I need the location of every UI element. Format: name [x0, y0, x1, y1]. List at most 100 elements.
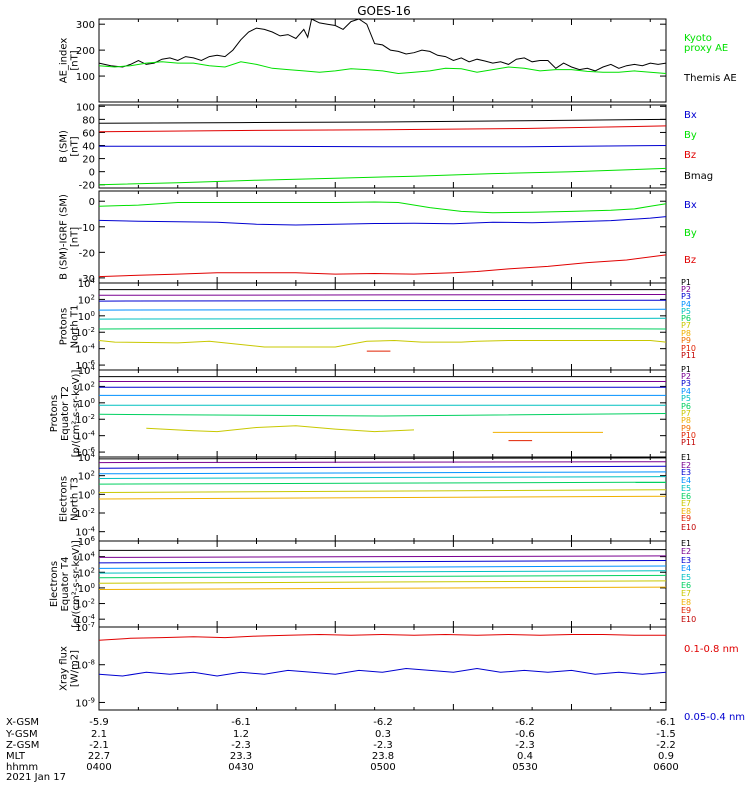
- series-line-p6: [98, 413, 667, 417]
- y-axis-label: North T3: [70, 477, 81, 521]
- series-line-e8: [98, 586, 667, 590]
- orbit-value: -5.9: [89, 717, 109, 728]
- y-tick-label: 100: [76, 72, 95, 83]
- series-line-e2: [98, 461, 667, 464]
- legend-entry: Themis AE: [683, 73, 737, 84]
- orbit-value: 23.8: [372, 751, 394, 762]
- y-axis-label: [nT]: [70, 50, 81, 70]
- legend-entry: E3: [681, 468, 691, 477]
- series-line-by: [98, 201, 667, 214]
- y-tick-label: -20: [79, 181, 95, 192]
- legend-entry: P2: [681, 285, 691, 294]
- y-axis-label: Equator T2: [60, 386, 71, 441]
- panel-frame: [98, 190, 667, 284]
- series-line-e7: [98, 580, 667, 584]
- panel-b_sm: -20 0 20 40 60 80 100 B (SM) [nT] Bx By Bz Bmag: [59, 102, 714, 191]
- legend-entry: Bx: [684, 110, 697, 121]
- legend-entry: E5: [681, 573, 691, 582]
- legend-entry: E6: [681, 581, 691, 590]
- y-axis-label: Electrons: [49, 561, 60, 607]
- legend-entry: P11: [681, 438, 696, 447]
- legend-entry: P4: [681, 300, 691, 309]
- y-tick-label: 40: [82, 142, 95, 153]
- series-line-e4: [98, 565, 667, 569]
- legend-entry: E9: [681, 514, 691, 523]
- legend-entry: Kyoto: [684, 33, 712, 44]
- orbit-value: 1.2: [233, 729, 249, 740]
- legend-entry: Bmag: [684, 171, 713, 182]
- orbit-value: 0530: [512, 762, 537, 773]
- y-tick-label: 100: [76, 102, 95, 113]
- orbit-row-label: 2021 Jan 17: [6, 772, 66, 783]
- y-axis-label: North T1: [70, 305, 81, 349]
- orbit-value: -6.1: [231, 717, 251, 728]
- legend-entry: P6: [681, 314, 691, 323]
- series-line-p6: [98, 327, 667, 330]
- y-axis-label: [W/m2]: [70, 650, 81, 687]
- legend-entry: E2: [681, 547, 691, 556]
- legend-entry: E1: [681, 539, 691, 548]
- legend-entry: E6: [681, 492, 691, 501]
- chart-title: GOES-16: [357, 4, 411, 18]
- legend-entry: E1: [681, 453, 691, 462]
- legend-entry: Bx: [684, 200, 697, 211]
- orbit-value: 0.3: [375, 729, 391, 740]
- orbit-row-label: MLT: [6, 751, 26, 762]
- legend-entry: 0.1-0.8 nm: [684, 644, 739, 655]
- series-line-e6: [98, 481, 667, 485]
- panel-b_igrf: -30 -20 -10 0 B (SM)-IGRF (SM) [nT] Bx By Bz: [59, 190, 697, 285]
- series-line-e3: [98, 560, 667, 564]
- series-line-e5: [98, 570, 667, 574]
- series-line-p3: [98, 299, 667, 302]
- y-axis-label: [e/(cm²-s-sr-keV)]: [71, 540, 82, 628]
- legend-entry: P3: [681, 292, 691, 301]
- legend-entry: E7: [681, 499, 691, 508]
- series-line-bz: [98, 254, 667, 278]
- y-tick-label: 0: [89, 197, 95, 208]
- legend-entry: P8: [681, 416, 691, 425]
- y-axis-label: Equator T4: [60, 557, 71, 612]
- legend-entry: P1: [681, 365, 691, 374]
- series-line-p7: [146, 425, 415, 433]
- legend-entry: P10: [681, 344, 696, 353]
- series-line-e3: [98, 465, 667, 469]
- orbit-row-label: X-GSM: [6, 717, 39, 728]
- y-tick-label: 80: [82, 115, 95, 126]
- series-line-0-05-0-4-nm: [98, 667, 667, 677]
- series-line-e2: [98, 555, 667, 558]
- y-axis-label: B (SM)-IGRF (SM): [59, 194, 70, 280]
- series-line-0-1-0-8-nm: [98, 633, 666, 641]
- legend-entry: P5: [681, 307, 691, 316]
- series-line-bmag: [98, 118, 667, 124]
- legend-entry: E4: [681, 476, 691, 485]
- orbit-value: -6.1: [656, 717, 676, 728]
- orbit-value: -2.1: [89, 740, 109, 751]
- orbit-value: 22.7: [88, 751, 110, 762]
- y-tick-label: -10: [79, 223, 95, 234]
- orbit-value: -1.5: [656, 729, 676, 740]
- y-axis-label: [nT]: [70, 136, 81, 156]
- y-tick-label: 300: [76, 20, 95, 31]
- y-tick-label: 10-7: [75, 621, 95, 634]
- panel-frame: [98, 540, 667, 628]
- legend-entry: E2: [681, 461, 691, 470]
- orbit-value: 0600: [653, 762, 678, 773]
- orbit-row-label: Y-GSM: [5, 729, 38, 740]
- legend-entry: E4: [681, 564, 691, 573]
- orbit-value: -2.2: [656, 740, 676, 751]
- legend-entry: P9: [681, 424, 691, 433]
- orbit-value: -0.6: [515, 729, 535, 740]
- panel-frame: [98, 282, 667, 371]
- y-axis-label: Electrons: [59, 476, 70, 522]
- y-axis-label: [p/(cm²-s-sr-keV)]: [71, 370, 82, 458]
- orbit-row-label: hhmm: [6, 762, 38, 773]
- y-tick-label: 104: [78, 277, 96, 290]
- legend-entry: E8: [681, 598, 691, 607]
- series-line-themis-ae: [98, 18, 667, 72]
- panel-frame: [98, 369, 667, 458]
